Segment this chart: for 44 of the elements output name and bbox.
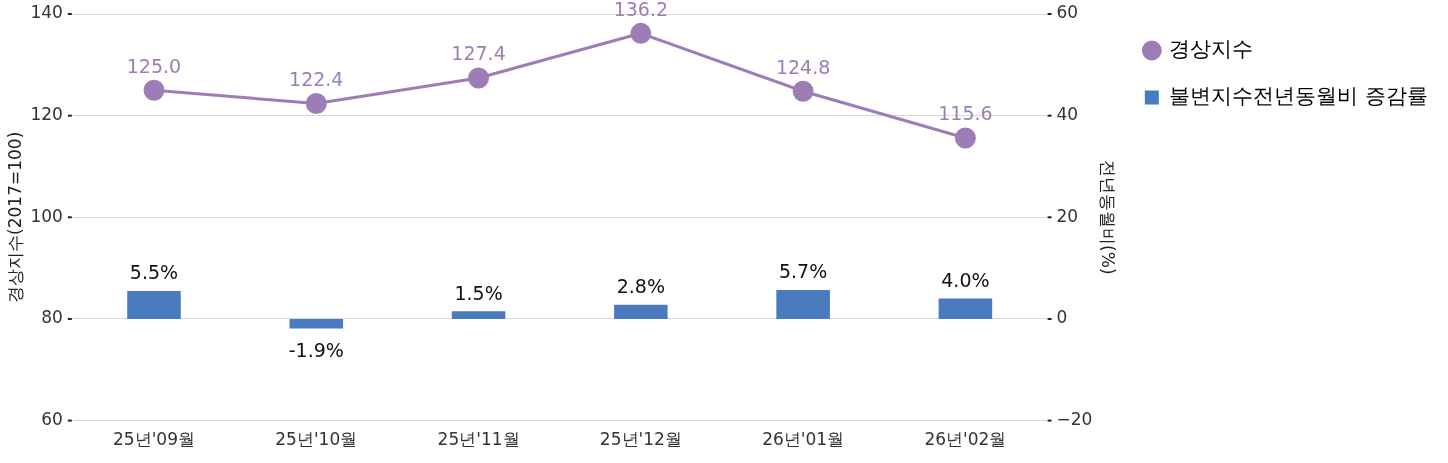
data-label: 1.5% <box>454 281 503 304</box>
x-tick-label: 25년'09월 <box>113 429 195 450</box>
y2-tick-label: −20 <box>1056 409 1093 430</box>
legend-label: 경상지수 <box>1169 36 1254 61</box>
bar <box>451 311 506 319</box>
y-axis-title: 경상지수(2017=100) <box>4 131 25 303</box>
data-label: 127.4 <box>451 42 506 65</box>
y2-axis-title: 전년동월비(%) <box>1098 160 1119 275</box>
legend-label: 불변지수전년동월비 증감률 <box>1169 83 1429 108</box>
data-label: 136.2 <box>613 0 669 20</box>
y2-tick-label: 20 <box>1056 205 1079 226</box>
point <box>305 92 327 114</box>
y-tick-label: 60 <box>41 409 63 430</box>
bar <box>289 318 344 329</box>
point <box>143 79 165 101</box>
x-tick-label: 26년'01월 <box>762 429 845 450</box>
y2-tick-label: 60 <box>1056 2 1079 23</box>
x-tick-label: 25년'10월 <box>275 429 358 450</box>
bar <box>776 289 830 319</box>
bar <box>938 298 993 319</box>
x-tick-label: 26년'02월 <box>924 429 1007 450</box>
y-tick-label: 100 <box>30 205 63 226</box>
data-label: 115.6 <box>938 102 993 125</box>
y-tick-label: 120 <box>30 104 63 125</box>
point <box>792 80 814 102</box>
data-label: 125.0 <box>126 54 182 77</box>
data-label: 5.5% <box>129 261 179 284</box>
data-label: 122.4 <box>289 67 344 90</box>
y2-tick-label: 40 <box>1056 104 1079 125</box>
point <box>630 22 652 44</box>
bar <box>127 291 181 319</box>
data-label: 124.8 <box>775 55 831 78</box>
data-label: 4.0% <box>941 269 990 292</box>
bar <box>614 304 668 319</box>
point <box>954 127 976 149</box>
data-label: 5.7% <box>778 260 828 283</box>
y-tick-label: 140 <box>30 2 63 23</box>
data-label: -1.9% <box>288 339 344 362</box>
point <box>468 67 490 89</box>
x-tick-label: 25년'11월 <box>437 429 520 450</box>
x-tick-label: 25년'12월 <box>599 429 682 450</box>
y2-tick-label: 0 <box>1056 307 1068 328</box>
data-label: 2.8% <box>616 275 665 298</box>
y-tick-label: 80 <box>41 307 63 328</box>
